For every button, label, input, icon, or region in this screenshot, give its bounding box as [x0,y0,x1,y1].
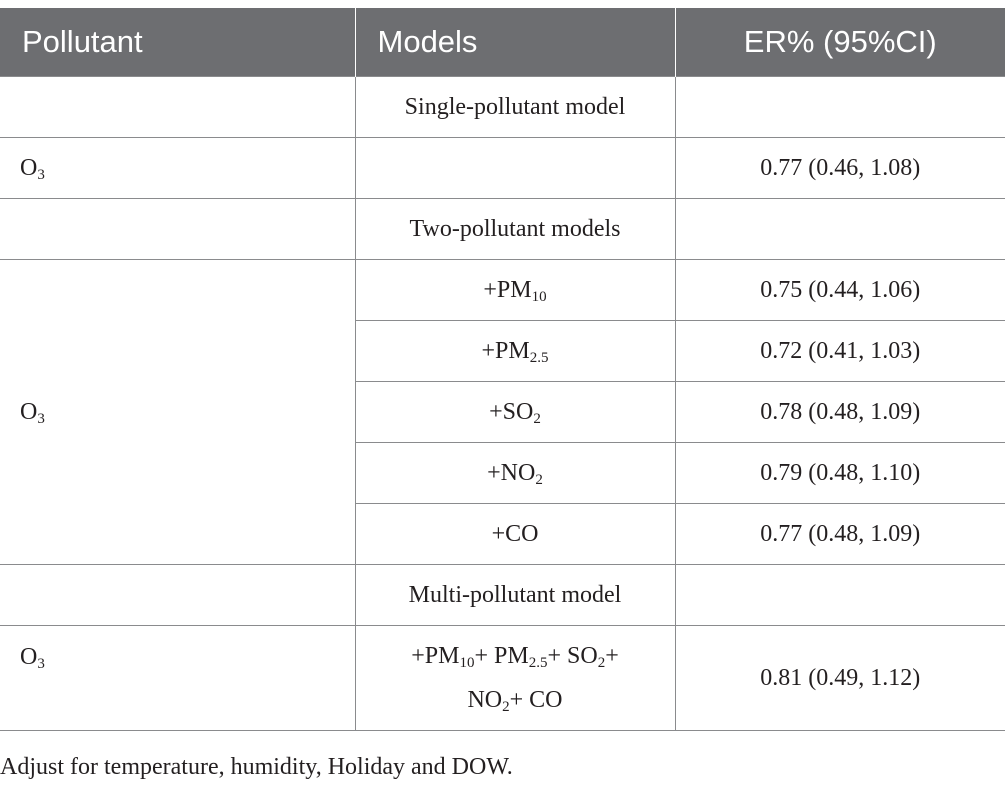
pollutant-subscript: 3 [37,166,45,183]
model-part: +PM [411,643,460,669]
er-value: 0.72 (0.41, 1.03) [674,320,1005,382]
model-cell: +SO2 [355,381,676,443]
pollutant-name: O [20,398,38,425]
table-row: O3 +PM10+ PM2.5+ SO2+ NO2+ CO 0.81 (0.49,… [0,625,1005,731]
cell-empty [0,564,356,626]
header-pollutant: Pollutant [0,8,356,77]
model-cell: +CO [355,503,676,565]
section-label-two: Two-pollutant models [354,198,676,260]
table-row: O3 0.77 (0.46, 1.08) [0,137,1005,199]
header-er: ER% (95%CI) [675,8,1005,77]
er-value: 0.79 (0.48, 1.10) [674,442,1005,504]
model-prefix: +PM [481,337,530,364]
cell-empty [0,198,356,260]
cell-empty [674,564,1005,626]
model-prefix: +PM [483,276,532,303]
model-cell: +NO2 [355,442,676,504]
table-footnote: Adjust for temperature, humidity, Holida… [0,754,513,780]
model-part: + PM [474,643,529,669]
cell-empty [354,137,676,199]
model-subscript: 2 [535,471,543,488]
table-row: +SO2 0.78 (0.48, 1.09) [0,381,1005,443]
table-row: +CO 0.77 (0.48, 1.09) [0,503,1005,565]
cell-empty [674,76,1005,138]
cell-empty [674,198,1005,260]
table-row: +PM2.5 0.72 (0.41, 1.03) [0,320,1005,382]
pollutant-cell: O3 [0,625,356,731]
model-prefix: +SO [489,398,534,425]
model-subscript: 2 [597,655,606,671]
model-subscript: 10 [531,288,547,305]
model-part: NO [467,687,503,713]
model-subscript: 2 [533,410,541,427]
cell-empty [0,76,356,138]
section-label-multi: Multi-pollutant model [354,564,676,626]
model-cell: +PM10 [354,259,676,321]
er-value: 0.77 (0.46, 1.08) [674,137,1005,199]
pollutant-name: O [20,644,38,670]
er-value: 0.81 (0.49, 1.12) [674,625,1005,731]
er-value: 0.77 (0.48, 1.09) [674,503,1005,565]
model-subscript: 2 [502,699,510,715]
header-models: Models [355,8,676,77]
er-value: 0.75 (0.44, 1.06) [674,259,1005,321]
pollutant-subscript: 3 [37,656,45,672]
er-value: 0.78 (0.48, 1.09) [674,381,1005,443]
header-row: Pollutant Models ER% (95%CI) [0,8,1005,77]
model-part: + [605,643,619,669]
results-table-container: Pollutant Models ER% (95%CI) Single-poll… [0,8,1005,731]
table-row: Two-pollutant models [0,198,1005,260]
pollutant-subscript: 3 [37,410,45,427]
model-prefix: +NO [487,459,536,486]
model-subscript: 10 [459,655,475,671]
pollutant-cell: O3 [0,137,356,199]
table-row: Single-pollutant model [0,76,1005,138]
model-subscript: 2.5 [529,349,549,366]
table-row: Multi-pollutant model [0,564,1005,626]
model-cell: +PM2.5 [355,320,676,382]
pollutant-name: O [20,154,38,181]
table-row: O3 +PM10 0.75 (0.44, 1.06) [0,259,1005,565]
model-prefix: +CO [491,520,539,547]
results-table: Pollutant Models ER% (95%CI) Single-poll… [0,8,1005,731]
section-label-single: Single-pollutant model [354,76,676,138]
model-part: + CO [509,687,563,713]
model-part: + SO [547,643,598,669]
model-cell-multi: +PM10+ PM2.5+ SO2+ NO2+ CO [354,625,676,731]
model-subscript: 2.5 [528,655,548,671]
pollutant-cell: O3 [0,259,356,565]
